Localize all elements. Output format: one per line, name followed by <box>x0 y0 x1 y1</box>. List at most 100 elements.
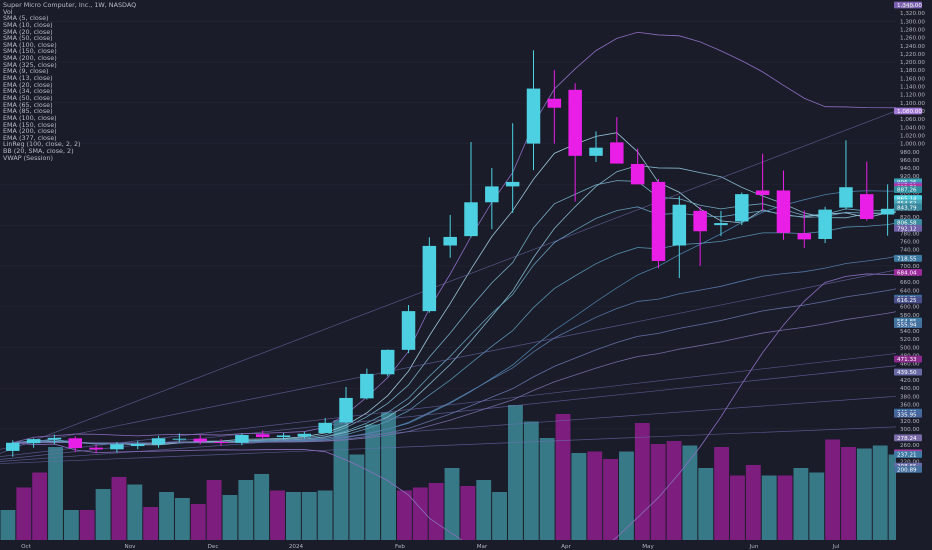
volume-bar <box>222 495 238 540</box>
candle-body <box>630 163 645 185</box>
y-tick-label: 580.00 <box>900 313 920 319</box>
y-tick-label: 740.00 <box>900 248 920 254</box>
price-label-bg <box>894 219 922 226</box>
legend-item[interactable]: EMA (200, close) <box>3 127 57 136</box>
y-tick-label: 780.00 <box>900 231 920 237</box>
candle-body <box>839 187 853 208</box>
legend-item[interactable]: EMA (65, close) <box>3 100 53 109</box>
price-label-bg <box>894 451 922 458</box>
candle-body <box>464 202 478 237</box>
volume-bar <box>856 448 872 540</box>
candle-body <box>797 233 812 240</box>
volume-bar <box>412 487 428 540</box>
legend-item[interactable]: SMA (200, close) <box>3 54 57 63</box>
legend-item[interactable]: EMA (100, close) <box>3 113 57 122</box>
volume-bar <box>523 421 539 540</box>
volume-bar <box>444 468 460 540</box>
y-tick-label: 820.00 <box>900 215 920 221</box>
volume-bar <box>619 451 634 540</box>
price-label: 887.26 <box>897 188 917 194</box>
volume-bar <box>460 486 476 540</box>
legend-item[interactable]: SMA (50, close) <box>3 34 53 43</box>
trend-line <box>0 110 897 454</box>
candle-body <box>214 441 228 443</box>
candle-body <box>693 210 707 232</box>
volume-bar <box>841 447 856 540</box>
candle-body <box>68 438 82 449</box>
y-tick-label: 1,160.00 <box>900 76 925 82</box>
volume-bar <box>745 465 761 540</box>
legend-item[interactable]: SMA (325, close) <box>3 60 57 69</box>
legend-item[interactable]: SMA (20, close) <box>3 27 53 36</box>
legend-item[interactable]: BB (20, SMA, close, 2) <box>3 147 74 156</box>
volume-bar <box>714 447 730 540</box>
y-tick-label: 380.00 <box>900 394 920 400</box>
volume-bar <box>825 439 841 540</box>
candle-body <box>776 190 791 233</box>
volume-bar <box>508 405 523 540</box>
legend-item[interactable]: EMA (50, close) <box>3 93 53 102</box>
price-label-bg <box>894 321 922 328</box>
candle-body <box>276 435 291 438</box>
price-label: 684.04 <box>897 270 917 276</box>
candle-body <box>485 186 499 203</box>
y-tick-label: 1,040.00 <box>900 125 925 131</box>
volume-bar <box>793 468 809 540</box>
legend-title[interactable]: Super Micro Computer, Inc., 1W, NASDAQ <box>3 1 137 9</box>
candle-body <box>151 438 166 445</box>
price-label-bg <box>894 254 922 262</box>
legend-item[interactable]: SMA (5, close) <box>3 14 49 23</box>
legend-item[interactable]: VWAP (Session) <box>3 153 53 162</box>
candle-body <box>505 181 520 187</box>
legend-item[interactable]: EMA (9, close) <box>3 67 49 76</box>
y-tick-label: 1,180.00 <box>900 68 925 74</box>
legend-item[interactable]: EMA (150, close) <box>3 120 57 129</box>
volume-bar <box>381 412 396 540</box>
volume-bar <box>603 459 619 540</box>
moving-average-line <box>12 180 909 445</box>
legend-item[interactable]: EMA (20, close) <box>3 80 53 89</box>
volume-bar <box>63 510 79 540</box>
legend-item[interactable]: EMA (34, close) <box>3 87 53 96</box>
y-tick-label: 1,280.00 <box>900 27 925 33</box>
volume-bar <box>396 490 412 540</box>
legend-item[interactable]: SMA (100, close) <box>3 40 57 49</box>
y-tick-label: 980.00 <box>900 150 920 156</box>
trend-line <box>0 365 897 460</box>
x-tick-label: May <box>642 544 654 550</box>
price-label: 616.25 <box>897 298 917 304</box>
y-tick-label: 220.00 <box>900 460 920 466</box>
legend-item[interactable]: EMA (377, close) <box>3 133 57 142</box>
time-axis[interactable] <box>0 540 932 550</box>
volume-bar <box>650 444 666 540</box>
volume-bar <box>48 447 63 540</box>
y-tick-label: 540.00 <box>900 329 920 335</box>
legend-item[interactable]: EMA (85, close) <box>3 107 53 116</box>
legend-item[interactable]: SMA (150, close) <box>3 47 57 56</box>
candle-body <box>755 190 770 195</box>
y-tick-label: 940.00 <box>900 166 920 172</box>
candle-body <box>818 209 832 239</box>
volume-bar <box>571 453 587 540</box>
y-tick-label: 1,320.00 <box>900 11 925 17</box>
price-label-bg <box>894 296 922 304</box>
volume-bar <box>317 490 333 540</box>
volume-bar <box>0 510 16 540</box>
volume-bar <box>95 489 111 540</box>
legend-item[interactable]: LinReg (100, close, 2, 2) <box>3 140 81 149</box>
legend-item[interactable]: SMA (10, close) <box>3 20 53 29</box>
moving-average-line <box>12 308 909 444</box>
legend-item[interactable]: EMA (13, close) <box>3 74 53 83</box>
legend-item[interactable]: Vol <box>3 7 13 16</box>
volume-bar <box>555 414 571 540</box>
candle-body <box>672 204 687 246</box>
price-label-bg <box>894 434 922 442</box>
price-label-bg <box>894 224 922 232</box>
volume-bar <box>872 445 888 540</box>
y-tick-label: 640.00 <box>900 288 920 294</box>
candle-body <box>589 147 603 156</box>
x-tick-label: Nov <box>125 544 137 550</box>
price-label: 200.89 <box>897 467 917 473</box>
volume-bar <box>761 475 777 540</box>
